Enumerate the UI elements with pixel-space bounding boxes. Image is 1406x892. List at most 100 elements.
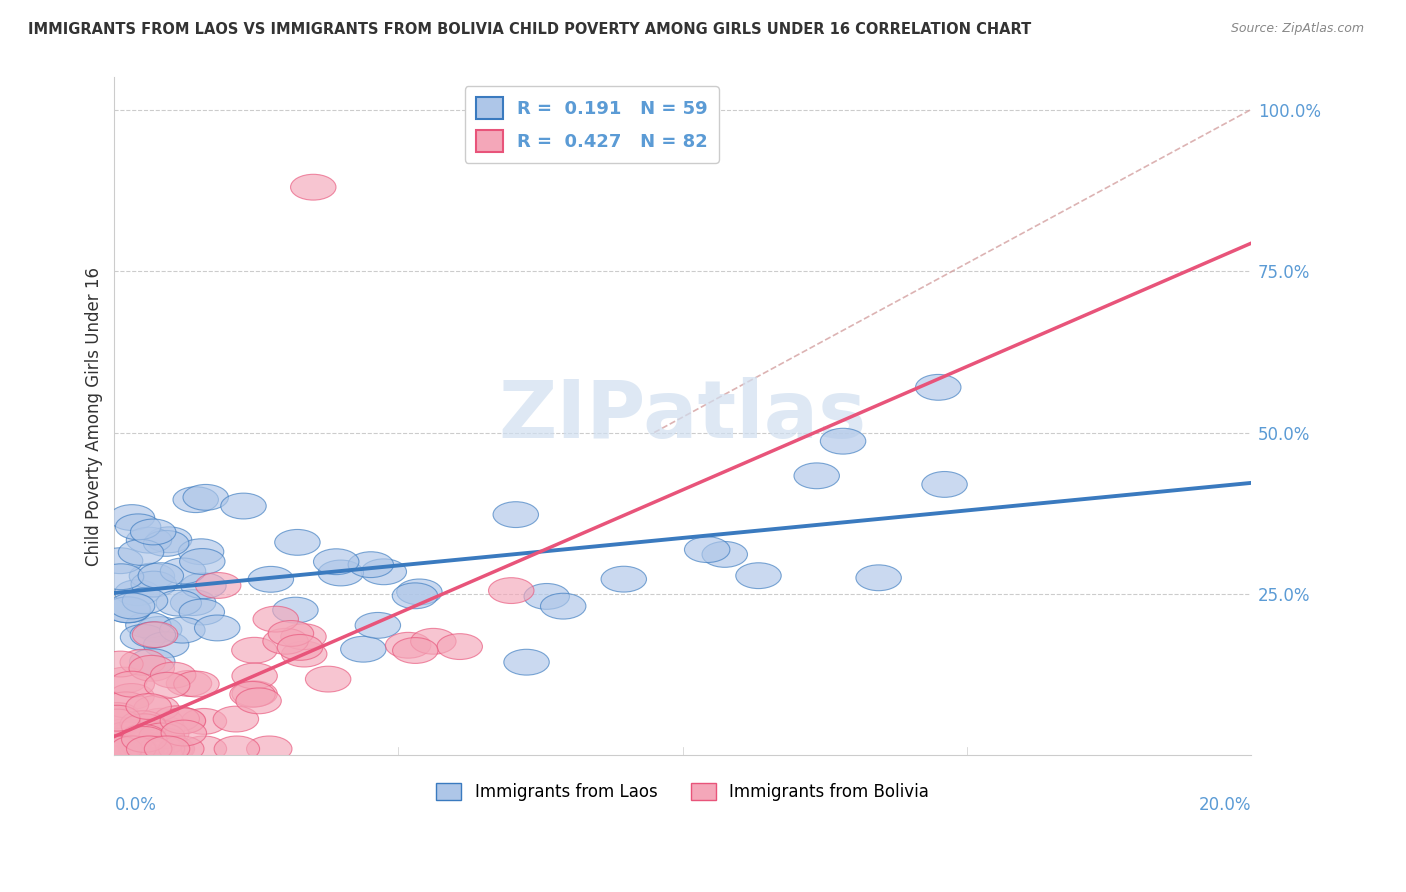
Ellipse shape [111, 736, 157, 762]
Ellipse shape [129, 736, 174, 762]
Ellipse shape [105, 597, 150, 623]
Ellipse shape [104, 722, 149, 747]
Ellipse shape [159, 736, 204, 762]
Ellipse shape [735, 563, 782, 589]
Y-axis label: Child Poverty Among Girls Under 16: Child Poverty Among Girls Under 16 [86, 267, 103, 566]
Ellipse shape [269, 621, 314, 647]
Ellipse shape [143, 632, 188, 657]
Ellipse shape [94, 703, 141, 729]
Ellipse shape [349, 552, 394, 577]
Ellipse shape [105, 597, 150, 623]
Ellipse shape [134, 696, 179, 722]
Ellipse shape [229, 681, 276, 707]
Ellipse shape [121, 731, 166, 757]
Ellipse shape [156, 591, 201, 616]
Ellipse shape [922, 472, 967, 498]
Ellipse shape [179, 599, 225, 625]
Ellipse shape [214, 706, 259, 732]
Ellipse shape [138, 708, 183, 734]
Ellipse shape [94, 736, 141, 762]
Ellipse shape [110, 505, 155, 531]
Ellipse shape [112, 722, 157, 747]
Text: 0.0%: 0.0% [114, 796, 156, 814]
Ellipse shape [385, 632, 430, 658]
Ellipse shape [236, 688, 281, 714]
Legend: Immigrants from Laos, Immigrants from Bolivia: Immigrants from Laos, Immigrants from Bo… [430, 777, 935, 808]
Ellipse shape [194, 615, 240, 640]
Ellipse shape [118, 736, 165, 762]
Ellipse shape [291, 174, 336, 200]
Ellipse shape [232, 637, 277, 663]
Ellipse shape [100, 736, 145, 762]
Ellipse shape [108, 683, 155, 709]
Ellipse shape [97, 736, 142, 762]
Ellipse shape [96, 736, 141, 762]
Ellipse shape [149, 736, 194, 762]
Ellipse shape [179, 539, 224, 565]
Ellipse shape [494, 501, 538, 527]
Ellipse shape [94, 709, 141, 735]
Text: IMMIGRANTS FROM LAOS VS IMMIGRANTS FROM BOLIVIA CHILD POVERTY AMONG GIRLS UNDER : IMMIGRANTS FROM LAOS VS IMMIGRANTS FROM … [28, 22, 1032, 37]
Ellipse shape [277, 634, 323, 660]
Ellipse shape [131, 622, 176, 648]
Ellipse shape [162, 720, 207, 746]
Ellipse shape [524, 583, 569, 609]
Ellipse shape [148, 736, 193, 762]
Ellipse shape [356, 613, 401, 639]
Ellipse shape [127, 527, 172, 553]
Ellipse shape [131, 571, 177, 597]
Ellipse shape [145, 673, 190, 698]
Ellipse shape [181, 573, 226, 599]
Ellipse shape [131, 519, 176, 545]
Ellipse shape [221, 493, 266, 519]
Ellipse shape [129, 648, 174, 674]
Ellipse shape [392, 582, 437, 608]
Ellipse shape [160, 708, 205, 734]
Ellipse shape [122, 588, 167, 614]
Ellipse shape [96, 736, 141, 762]
Ellipse shape [136, 616, 181, 642]
Ellipse shape [170, 590, 217, 615]
Ellipse shape [139, 723, 184, 749]
Ellipse shape [146, 527, 191, 553]
Ellipse shape [111, 735, 156, 761]
Ellipse shape [361, 559, 406, 584]
Ellipse shape [139, 736, 184, 762]
Ellipse shape [214, 736, 260, 762]
Ellipse shape [127, 694, 172, 720]
Ellipse shape [94, 706, 141, 731]
Ellipse shape [685, 537, 730, 563]
Ellipse shape [314, 549, 359, 574]
Ellipse shape [103, 692, 149, 718]
Ellipse shape [915, 375, 960, 401]
Ellipse shape [150, 662, 195, 688]
Ellipse shape [125, 612, 172, 638]
Ellipse shape [129, 656, 174, 681]
Ellipse shape [141, 728, 187, 754]
Text: 20.0%: 20.0% [1198, 796, 1251, 814]
Ellipse shape [121, 714, 167, 739]
Ellipse shape [160, 558, 205, 584]
Ellipse shape [121, 624, 166, 650]
Ellipse shape [97, 548, 143, 574]
Ellipse shape [94, 736, 141, 762]
Ellipse shape [247, 566, 294, 592]
Ellipse shape [120, 711, 166, 737]
Ellipse shape [305, 666, 352, 692]
Ellipse shape [273, 598, 318, 623]
Ellipse shape [138, 563, 184, 589]
Ellipse shape [540, 593, 586, 619]
Ellipse shape [820, 428, 866, 454]
Ellipse shape [503, 649, 550, 675]
Ellipse shape [274, 530, 321, 556]
Ellipse shape [166, 671, 212, 697]
Ellipse shape [856, 565, 901, 591]
Ellipse shape [794, 463, 839, 489]
Ellipse shape [105, 736, 152, 762]
Ellipse shape [392, 638, 439, 664]
Text: Source: ZipAtlas.com: Source: ZipAtlas.com [1230, 22, 1364, 36]
Ellipse shape [110, 672, 155, 697]
Ellipse shape [122, 736, 169, 762]
Ellipse shape [232, 681, 277, 706]
Ellipse shape [396, 579, 441, 605]
